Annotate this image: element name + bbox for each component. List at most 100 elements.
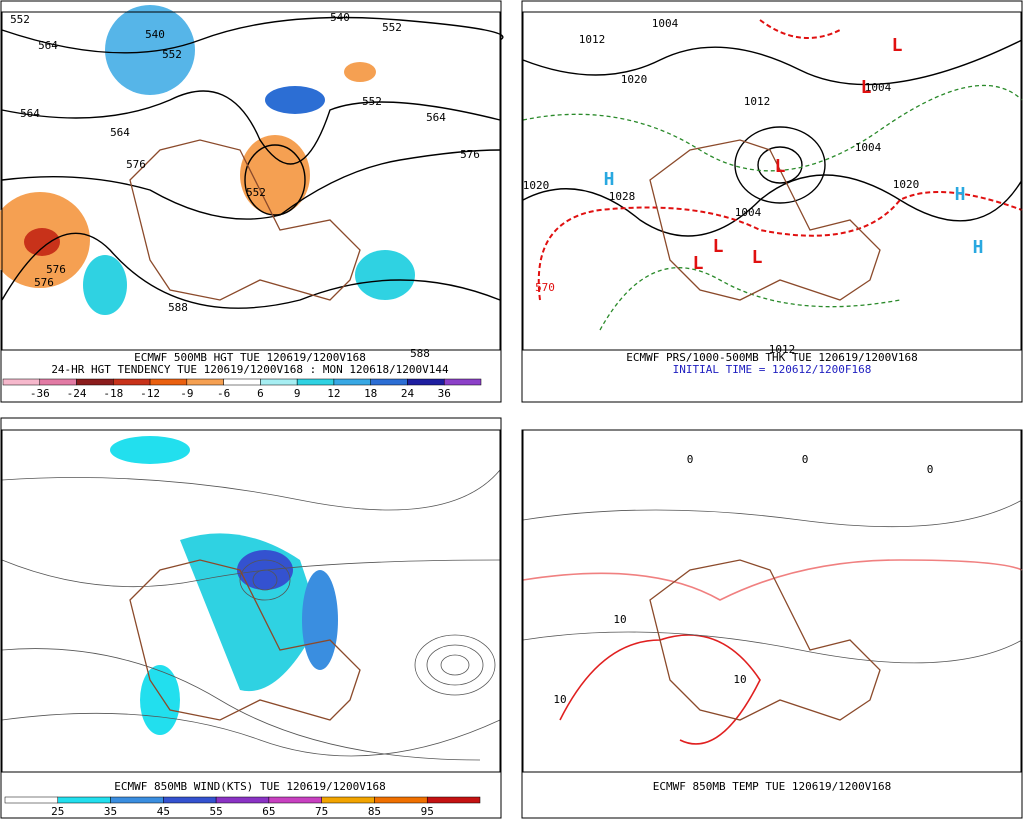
colorbar-swatch (163, 796, 217, 804)
colorbar-label: 12 (327, 387, 340, 400)
pressure-center: L (752, 247, 763, 268)
colorbar-label: 95 (421, 805, 434, 818)
tendency-area (83, 255, 127, 315)
colorbar-label: 85 (368, 805, 381, 818)
panel-title: ECMWF PRS/1000-500MB THK TUE 120619/1200… (626, 351, 917, 364)
colorbar-swatch (4, 796, 59, 804)
contour-label: 552 (162, 48, 182, 61)
contour-label: 552 (382, 21, 402, 34)
contour-label: 1012 (769, 343, 796, 356)
panel-frame (521, 0, 1023, 403)
contour-label: 1028 (609, 190, 636, 203)
contour-label: 0 (802, 453, 809, 466)
tendency-area (265, 86, 325, 114)
contour-label: 1020 (621, 73, 648, 86)
contour-label: 588 (168, 301, 188, 314)
panel-500mb (0, 0, 504, 403)
contour-label: 552 (10, 13, 30, 26)
colorbar-swatch (407, 378, 445, 386)
coastline (129, 559, 361, 721)
contour-label: 0 (687, 453, 694, 466)
panel-subtitle: INITIAL TIME = 120612/1200F168 (673, 363, 872, 376)
contour (1, 16, 504, 54)
colorbar-label: -12 (140, 387, 160, 400)
contour-label: 540 (330, 11, 350, 24)
contour-label: 10 (733, 673, 746, 686)
colorbar-label: -9 (180, 387, 193, 400)
panel-title: ECMWF 850MB WIND(KTS) TUE 120619/1200V16… (114, 780, 386, 793)
map-frame (1, 429, 501, 773)
panel-title: ECMWF 850MB TEMP TUE 120619/1200V168 (653, 780, 891, 793)
colorbar-swatch (426, 796, 481, 804)
coastline (649, 559, 881, 721)
pressure-center: L (775, 156, 786, 177)
isotherm (559, 634, 761, 745)
contour-label: 1020 (893, 178, 920, 191)
contour-label: 10 (613, 613, 626, 626)
contour-label: 540 (145, 28, 165, 41)
contour (244, 144, 306, 216)
colorbar-label: -18 (103, 387, 123, 400)
pressure-center: L (713, 236, 724, 257)
tendency-area (344, 62, 376, 82)
pressure-center: L (892, 35, 903, 56)
colorbar-swatch (443, 378, 482, 386)
colorbar-label: 55 (209, 805, 222, 818)
contour-label: 552 (246, 186, 266, 199)
coastline (649, 139, 881, 301)
contour-label: 588 (410, 347, 430, 360)
colorbar-label: 9 (294, 387, 301, 400)
panel-frame (0, 0, 502, 403)
contour-label: 0 (927, 463, 934, 476)
colorbar-label: 6 (257, 387, 264, 400)
colorbar-swatch (296, 378, 335, 386)
colorbar-swatch (268, 796, 322, 804)
wind-area (110, 436, 190, 464)
colorbar-swatch (333, 378, 371, 386)
contour-label: 1012 (579, 33, 606, 46)
panel-temp (521, 429, 1023, 819)
panel-frame (521, 429, 1023, 819)
contour (522, 39, 1023, 86)
colorbar-label: -24 (67, 387, 87, 400)
colorbar-swatch (39, 378, 77, 386)
contour-label: 576 (34, 276, 54, 289)
pressure-center: H (604, 169, 615, 190)
pressure-center: H (955, 184, 966, 205)
contour-label: 576 (46, 263, 66, 276)
colorbar-label: 25 (51, 805, 64, 818)
colorbar-label: -36 (30, 387, 50, 400)
wind-area (140, 665, 180, 735)
thickness (759, 19, 841, 39)
contour-label: 1004 (652, 17, 679, 30)
panel-title: ECMWF 500MB HGT TUE 120619/1200V168 (134, 351, 366, 364)
panel-frame (0, 417, 502, 819)
thickness (537, 191, 1023, 301)
colorbar-label: 24 (401, 387, 415, 400)
contour-label: 564 (38, 39, 58, 52)
colorbar-swatch (57, 796, 111, 804)
isotherm (522, 559, 1023, 601)
panel-pressure (521, 0, 1023, 403)
colorbar-swatch (76, 378, 114, 386)
colorbar-swatch (186, 378, 224, 386)
contour-label: 570 (535, 281, 555, 294)
colorbar-label: 18 (364, 387, 377, 400)
contour (1, 90, 501, 165)
streamlines (1, 469, 501, 761)
thickness (522, 84, 1023, 172)
colorbar-label: 36 (438, 387, 451, 400)
colorbar-label: -6 (217, 387, 230, 400)
isotherm (522, 499, 1023, 528)
panel-wind (0, 417, 502, 819)
contour-label: 564 (20, 107, 40, 120)
contour-label: 552 (362, 95, 382, 108)
contour-label: 1012 (744, 95, 771, 108)
colorbar-swatch (149, 378, 188, 386)
wind-area (302, 570, 338, 670)
contour (522, 174, 1023, 237)
map-frame (522, 429, 1022, 773)
contour-label: 10 (553, 693, 566, 706)
colorbar-label: 65 (262, 805, 275, 818)
